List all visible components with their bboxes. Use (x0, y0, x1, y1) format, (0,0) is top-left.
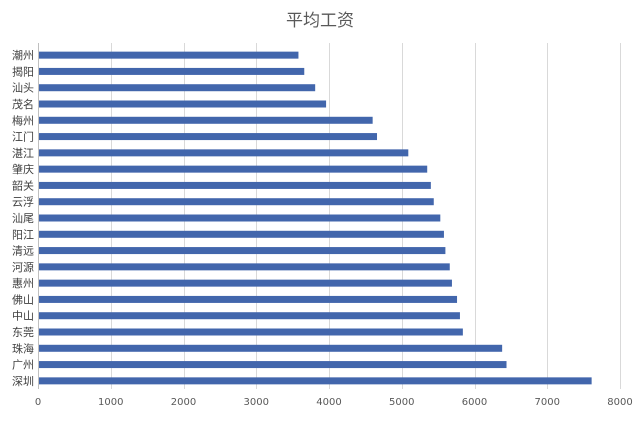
bar-19: 珠海: 6380 (39, 344, 503, 352)
x-tick-label: 7000 (535, 397, 560, 408)
x-tick-label: 4000 (316, 397, 341, 408)
bar-11: 汕尾: 5530 (39, 214, 441, 222)
bar-4: 茂名: 3960 (39, 100, 327, 108)
bar-2: 揭阳: 3660 (39, 67, 305, 75)
x-tick-label: 2000 (171, 397, 196, 408)
category-label: 云浮 (12, 196, 34, 209)
category-label: 阳江 (12, 228, 34, 241)
x-tick-label: 3000 (244, 397, 269, 408)
category-label: 惠州 (12, 276, 34, 290)
bar-21: 深圳: 7610 (39, 377, 592, 385)
bar-20: 广州: 6440 (39, 361, 507, 369)
x-tick-label: 5000 (389, 397, 414, 408)
x-tick-label: 1000 (98, 397, 123, 408)
category-label: 汕尾 (12, 212, 34, 225)
bars: 潮州: 3580 揭阳: 3660 汕头: 3810 茂名: 3960 梅州: 4600… (39, 51, 592, 385)
category-label: 东莞 (12, 326, 34, 339)
category-label: 珠海 (12, 341, 34, 355)
bar-13: 清远: 5600 (39, 247, 446, 255)
bar-15: 惠州: 5690 (39, 279, 452, 287)
bar-5: 梅州: 4600 (39, 116, 373, 124)
category-label: 中山 (12, 310, 34, 323)
chart-title: 平均工资 (286, 11, 354, 31)
bar-18: 东莞: 5840 (39, 328, 463, 336)
category-label: 江门 (12, 130, 34, 144)
bar-8: 肇庆: 5350 (39, 165, 428, 173)
bar-6: 江门: 4660 (39, 133, 378, 141)
x-tick-labels: 0 1000 2000 3000 4000 5000 6000 7000 8000 (35, 397, 633, 408)
bar-1: 潮州: 3580 (39, 51, 299, 59)
category-label: 茂名 (12, 97, 34, 111)
category-label: 河源 (12, 260, 34, 274)
category-label: 潮州 (12, 48, 34, 62)
bar-10: 云浮: 5440 (39, 198, 434, 206)
category-label: 广州 (12, 359, 34, 372)
x-tick-label: 8000 (607, 397, 632, 408)
category-labels: 潮州揭阳汕头茂名梅州江门湛江肇庆韶关云浮汕尾阳江清远河源惠州佛山中山东莞珠海广州… (12, 48, 34, 388)
bar-12: 阳江: 5580 (39, 230, 444, 238)
x-tick-label: 0 (35, 397, 41, 408)
category-label: 深圳 (12, 375, 34, 388)
bar-9: 韶关: 5400 (39, 181, 431, 189)
bar-17: 中山: 5800 (39, 312, 460, 320)
category-label: 佛山 (12, 293, 34, 306)
category-label: 韶关 (12, 178, 34, 192)
category-label: 汕头 (12, 82, 34, 95)
category-label: 湛江 (12, 147, 34, 160)
category-label: 梅州 (12, 113, 34, 127)
bar-7: 湛江: 5090 (39, 149, 409, 157)
x-tick-label: 6000 (462, 397, 487, 408)
bar-14: 河源: 5660 (39, 263, 450, 271)
category-label: 肇庆 (12, 162, 34, 176)
category-label: 清远 (12, 245, 34, 258)
category-label: 揭阳 (12, 64, 34, 78)
bar-16: 佛山: 5760 (39, 295, 458, 303)
bar-3: 汕头: 3810 (39, 84, 316, 92)
